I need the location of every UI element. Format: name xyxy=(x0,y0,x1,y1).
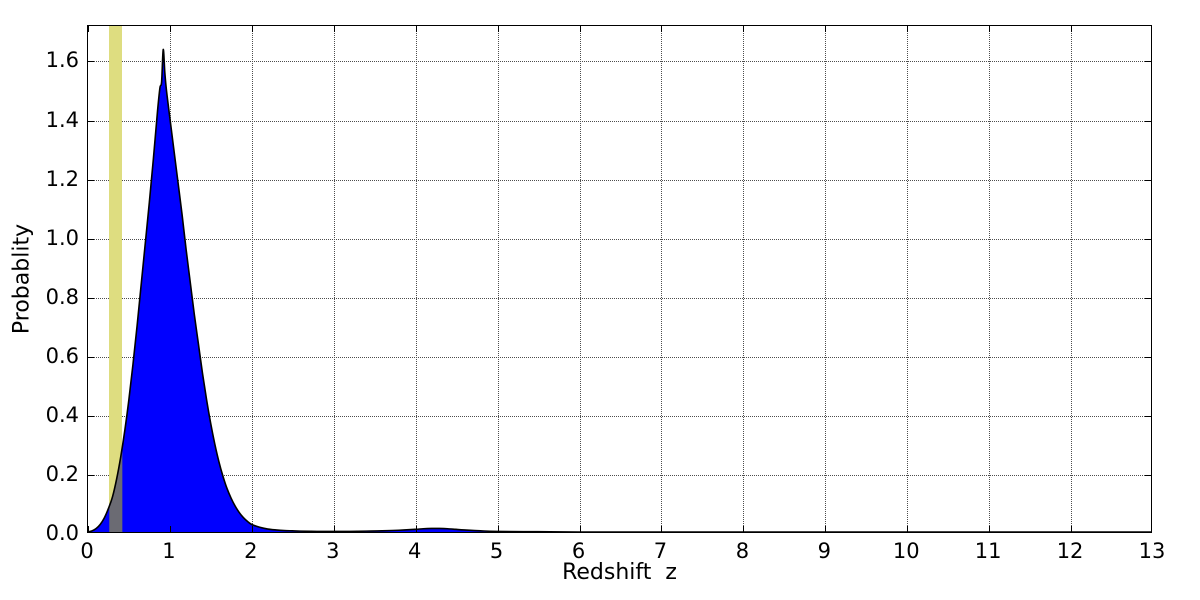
x-tick-mark xyxy=(661,26,663,32)
y-tick-label: 0.0 xyxy=(45,521,79,545)
x-tick-mark xyxy=(907,526,909,532)
x-tick-mark xyxy=(415,526,417,532)
y-tick-label: 0.2 xyxy=(45,461,79,486)
x-tick-mark xyxy=(333,26,335,32)
y-tick-label: 1.4 xyxy=(45,107,79,132)
x-tick-label: 2 xyxy=(244,539,258,563)
y-tick-mark xyxy=(88,238,94,240)
x-tick-label: 8 xyxy=(735,539,750,563)
y-tick-mark xyxy=(1145,238,1151,240)
x-tick-mark xyxy=(1071,26,1073,32)
x-tick-mark xyxy=(1071,526,1073,532)
x-tick-mark xyxy=(497,26,499,32)
x-tick-label: 5 xyxy=(489,539,504,563)
x-tick-mark xyxy=(169,26,171,32)
y-tick-mark xyxy=(1145,179,1151,181)
x-tick-label: 7 xyxy=(653,539,668,563)
x-tick-mark xyxy=(88,26,89,32)
y-tick-mark xyxy=(88,61,94,63)
x-tick-label: 1 xyxy=(162,539,176,563)
x-tick-mark xyxy=(415,26,417,32)
y-axis-label: Probablity xyxy=(9,223,35,335)
x-tick-label: 3 xyxy=(326,539,340,563)
x-tick-label: 6 xyxy=(571,539,586,563)
y-tick-label: 1.2 xyxy=(45,166,79,191)
y-tick-mark xyxy=(88,474,94,476)
x-tick-mark xyxy=(825,26,827,32)
x-tick-mark xyxy=(251,526,253,532)
redshift-highlight-band xyxy=(109,26,123,532)
y-tick-label: 1.6 xyxy=(45,48,79,73)
x-axis-label: Redshift z xyxy=(562,560,677,585)
curve-outline xyxy=(88,48,1151,532)
y-tick-mark xyxy=(88,179,94,181)
y-tick-mark xyxy=(1145,120,1151,122)
y-tick-label: 0.8 xyxy=(45,284,79,309)
plot-area xyxy=(87,25,1152,533)
y-tick-label: 0.6 xyxy=(45,343,79,368)
x-tick-mark xyxy=(251,26,253,32)
x-tick-label: 4 xyxy=(408,539,422,563)
y-tick-mark xyxy=(88,356,94,358)
x-tick-mark xyxy=(333,526,335,532)
x-tick-label: 12 xyxy=(1056,539,1084,563)
x-tick-label: 10 xyxy=(892,539,920,563)
y-tick-mark xyxy=(1145,297,1151,299)
x-tick-mark xyxy=(743,26,745,32)
y-tick-mark xyxy=(88,297,94,299)
x-tick-mark xyxy=(169,526,171,532)
x-tick-mark xyxy=(989,26,991,32)
y-tick-label: 1.0 xyxy=(45,225,79,250)
x-tick-mark xyxy=(825,526,827,532)
x-tick-mark xyxy=(743,526,745,532)
band-curve-overlap xyxy=(109,446,123,532)
y-tick-mark xyxy=(1145,474,1151,476)
x-tick-mark xyxy=(88,526,89,532)
x-tick-label: 11 xyxy=(974,539,1002,563)
x-tick-label: 9 xyxy=(817,539,831,563)
y-tick-mark xyxy=(1145,61,1151,63)
x-tick-mark xyxy=(907,26,909,32)
x-tick-label: 0 xyxy=(80,539,94,563)
x-tick-mark xyxy=(579,26,581,32)
y-tick-mark xyxy=(1145,356,1151,358)
curve-fill-area xyxy=(88,49,1151,532)
y-tick-mark xyxy=(88,120,94,122)
y-tick-mark xyxy=(1145,415,1151,417)
y-tick-label: 0.4 xyxy=(45,402,79,427)
x-tick-mark xyxy=(579,526,581,532)
y-tick-mark xyxy=(88,415,94,417)
x-tick-mark xyxy=(497,526,499,532)
x-tick-mark xyxy=(661,526,663,532)
x-tick-label: 13 xyxy=(1138,539,1166,563)
x-tick-mark xyxy=(989,526,991,532)
probability-density-curve xyxy=(88,48,1151,532)
